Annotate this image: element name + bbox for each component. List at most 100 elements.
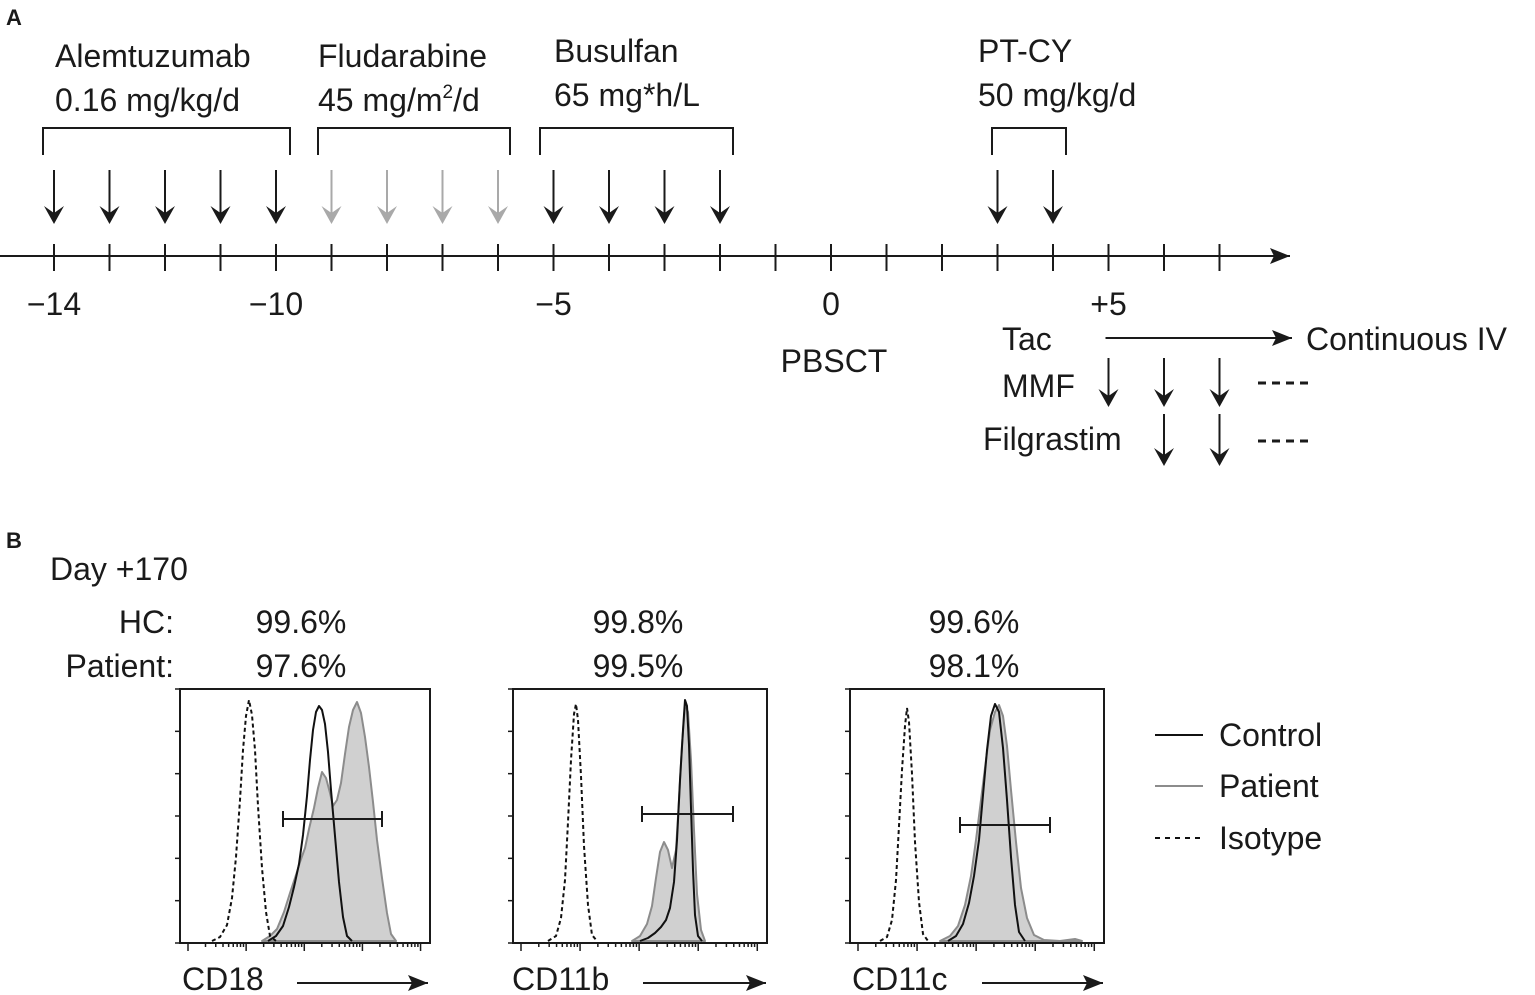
drug-alemtuzumab: Alemtuzumab 0.16 mg/kg/d [42, 38, 291, 224]
dose-arrow [1043, 170, 1063, 224]
transplant-label: PBSCT [781, 343, 888, 379]
tick-label: +5 [1090, 286, 1126, 322]
tac-label: Tac [1002, 321, 1052, 357]
drug-busulfan: Busulfan 65 mg*h/L [539, 33, 734, 224]
dose-arrow-head [155, 206, 175, 224]
bracket-fludarabine [317, 127, 511, 155]
legend: Control Patient Isotype [1155, 717, 1322, 856]
dose-arrow-head [44, 206, 64, 224]
patient-percent-cd11b: 99.5% [593, 648, 684, 684]
mmf-label: MMF [1002, 368, 1075, 404]
dose-arrow [99, 170, 120, 224]
dose-arrow-head [488, 206, 508, 224]
mmf-arrow [1098, 358, 1119, 407]
marker-label-cd11c: CD11c [852, 961, 947, 995]
dose-arrow [44, 170, 64, 224]
hc-percent-cd11b: 99.8% [593, 604, 684, 640]
dose-arrows-ptcy [987, 170, 1063, 224]
filgrastim-arrow [1209, 414, 1230, 466]
drug-fludarabine: Fludarabine 45 mg/m2/d [317, 38, 511, 224]
filgrastim-label: Filgrastim [983, 421, 1122, 457]
axis-ticks-cd11c [845, 688, 1096, 951]
dose-arrow-head [377, 206, 397, 224]
histogram-cd18: 99.6% 97.6% CD18 [175, 604, 431, 995]
histogram-cd11c: 99.6% 98.1% CD11c [845, 604, 1105, 995]
dose-arrow [543, 170, 564, 224]
drug-name-ptcy: PT-CY [978, 33, 1072, 69]
filgrastim-arrow-head [1209, 448, 1230, 466]
hc-row-label: HC: [119, 604, 174, 640]
dose-arrow [488, 170, 508, 224]
dose-arrow [432, 170, 453, 224]
dose-arrow-head [99, 206, 120, 224]
patient-percent-cd18: 97.6% [256, 648, 347, 684]
dose-arrow [266, 170, 286, 224]
bracket-ptcy [991, 127, 1067, 155]
filgrastim-arrow [1154, 414, 1174, 466]
mmf-arrow [1209, 358, 1230, 407]
dose-arrows-fludarabine [321, 170, 508, 224]
isotype-histogram-cd11c [879, 707, 929, 942]
marker-label-cd11b: CD11b [512, 961, 609, 995]
tick-label: −14 [27, 286, 81, 322]
filgrastim-arrow-head [1154, 448, 1174, 466]
control-histogram-cd11b [639, 699, 703, 942]
drug-dose-alemtuzumab: 0.16 mg/kg/d [55, 82, 240, 118]
tick-label: −5 [535, 286, 571, 322]
timepoint-label: Day +170 [50, 551, 188, 587]
drug-name-alemtuzumab: Alemtuzumab [55, 38, 251, 74]
hc-percent-cd18: 99.6% [256, 604, 347, 640]
drug-dose-busulfan: 65 mg*h/L [554, 77, 700, 113]
dose-arrow-head [654, 206, 675, 224]
dose-arrow-head [266, 206, 286, 224]
mmf-arrow-head [1098, 389, 1119, 407]
legend-label-control: Control [1219, 717, 1322, 753]
panel-b: B Day +170 HC: Patient: 99.6% 97.6% CD18… [6, 528, 1322, 995]
dose-arrow-head [210, 206, 231, 224]
mmf-dose-arrows [1098, 358, 1230, 407]
dose-arrow [377, 170, 397, 224]
filgrastim-dose-arrows [1154, 414, 1230, 466]
dose-arrow-head [543, 206, 564, 224]
patient-row-label: Patient: [65, 648, 174, 684]
post-transplant: Tac Continuous IV MMF Filgrastim [983, 321, 1508, 466]
drug-dose-fludarabine-superscript: 2 [442, 82, 453, 103]
marker-label-cd18: CD18 [182, 961, 264, 995]
drug-dose-fludarabine: 45 mg/m2/d [318, 82, 480, 118]
drug-name-fludarabine: Fludarabine [318, 38, 487, 74]
dose-arrow [599, 170, 619, 224]
mmf-arrow-head [1154, 389, 1174, 407]
drug-name-busulfan: Busulfan [554, 33, 679, 69]
bracket-alemtuzumab [42, 127, 291, 155]
tac-note: Continuous IV [1306, 321, 1508, 357]
panel-a-letter: A [6, 5, 22, 30]
tick-label: 0 [822, 286, 840, 322]
drug-dose-fludarabine-suffix: /d [453, 82, 480, 118]
dose-arrow [710, 170, 730, 224]
legend-label-patient: Patient [1219, 768, 1319, 804]
panel-b-letter: B [6, 528, 22, 553]
plot-frame-cd11b [512, 688, 768, 944]
legend-label-isotype: Isotype [1219, 820, 1322, 856]
mmf-arrow [1154, 358, 1174, 407]
dose-arrow-head [599, 206, 619, 224]
hc-percent-cd11c: 99.6% [929, 604, 1020, 640]
timeline-ticks [53, 244, 1221, 271]
tick-label: −10 [249, 286, 303, 322]
dose-arrow-head [710, 206, 730, 224]
dose-arrow [321, 170, 342, 224]
timeline: −14 −10 −5 0 +5 PBSCT [0, 244, 1290, 379]
bracket-busulfan [539, 127, 734, 155]
axis-ticks-cd11b [508, 688, 759, 951]
dose-arrow-head [987, 206, 1008, 224]
drug-dose-ptcy: 50 mg/kg/d [978, 77, 1136, 113]
dose-arrow-head [321, 206, 342, 224]
patient-histogram-cd11c [939, 704, 1083, 942]
isotype-histogram-cd18 [211, 699, 277, 942]
dose-arrow [155, 170, 175, 224]
dose-arrow-head [432, 206, 453, 224]
histogram-cd11b: 99.8% 99.5% CD11b [508, 604, 768, 995]
dose-arrow-head [1043, 206, 1063, 224]
dose-arrow [987, 170, 1008, 224]
